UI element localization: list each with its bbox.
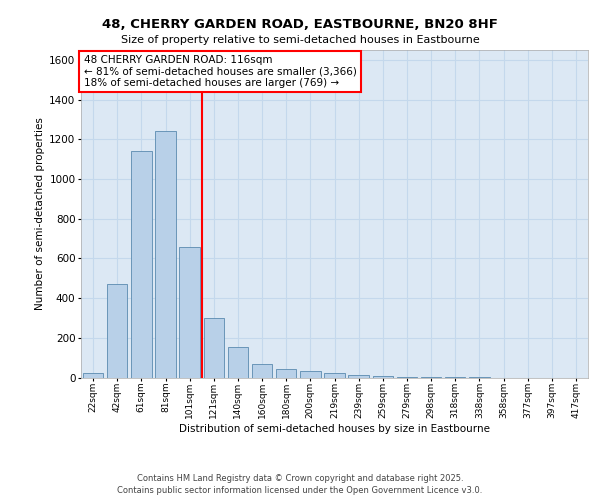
Bar <box>397 376 417 378</box>
Bar <box>373 376 393 378</box>
Text: 48, CHERRY GARDEN ROAD, EASTBOURNE, BN20 8HF: 48, CHERRY GARDEN ROAD, EASTBOURNE, BN20… <box>102 18 498 30</box>
Bar <box>155 132 176 378</box>
Bar <box>349 374 369 378</box>
Text: 48 CHERRY GARDEN ROAD: 116sqm
← 81% of semi-detached houses are smaller (3,366)
: 48 CHERRY GARDEN ROAD: 116sqm ← 81% of s… <box>83 55 356 88</box>
Bar <box>179 246 200 378</box>
Text: Size of property relative to semi-detached houses in Eastbourne: Size of property relative to semi-detach… <box>121 35 479 45</box>
Bar <box>324 372 345 378</box>
Bar <box>300 371 320 378</box>
Bar <box>83 372 103 378</box>
Bar <box>227 346 248 378</box>
X-axis label: Distribution of semi-detached houses by size in Eastbourne: Distribution of semi-detached houses by … <box>179 424 490 434</box>
Bar <box>131 151 152 378</box>
Bar <box>203 318 224 378</box>
Bar <box>252 364 272 378</box>
Y-axis label: Number of semi-detached properties: Number of semi-detached properties <box>35 118 45 310</box>
Bar <box>276 369 296 378</box>
Bar <box>107 284 127 378</box>
Text: Contains HM Land Registry data © Crown copyright and database right 2025.
Contai: Contains HM Land Registry data © Crown c… <box>118 474 482 495</box>
